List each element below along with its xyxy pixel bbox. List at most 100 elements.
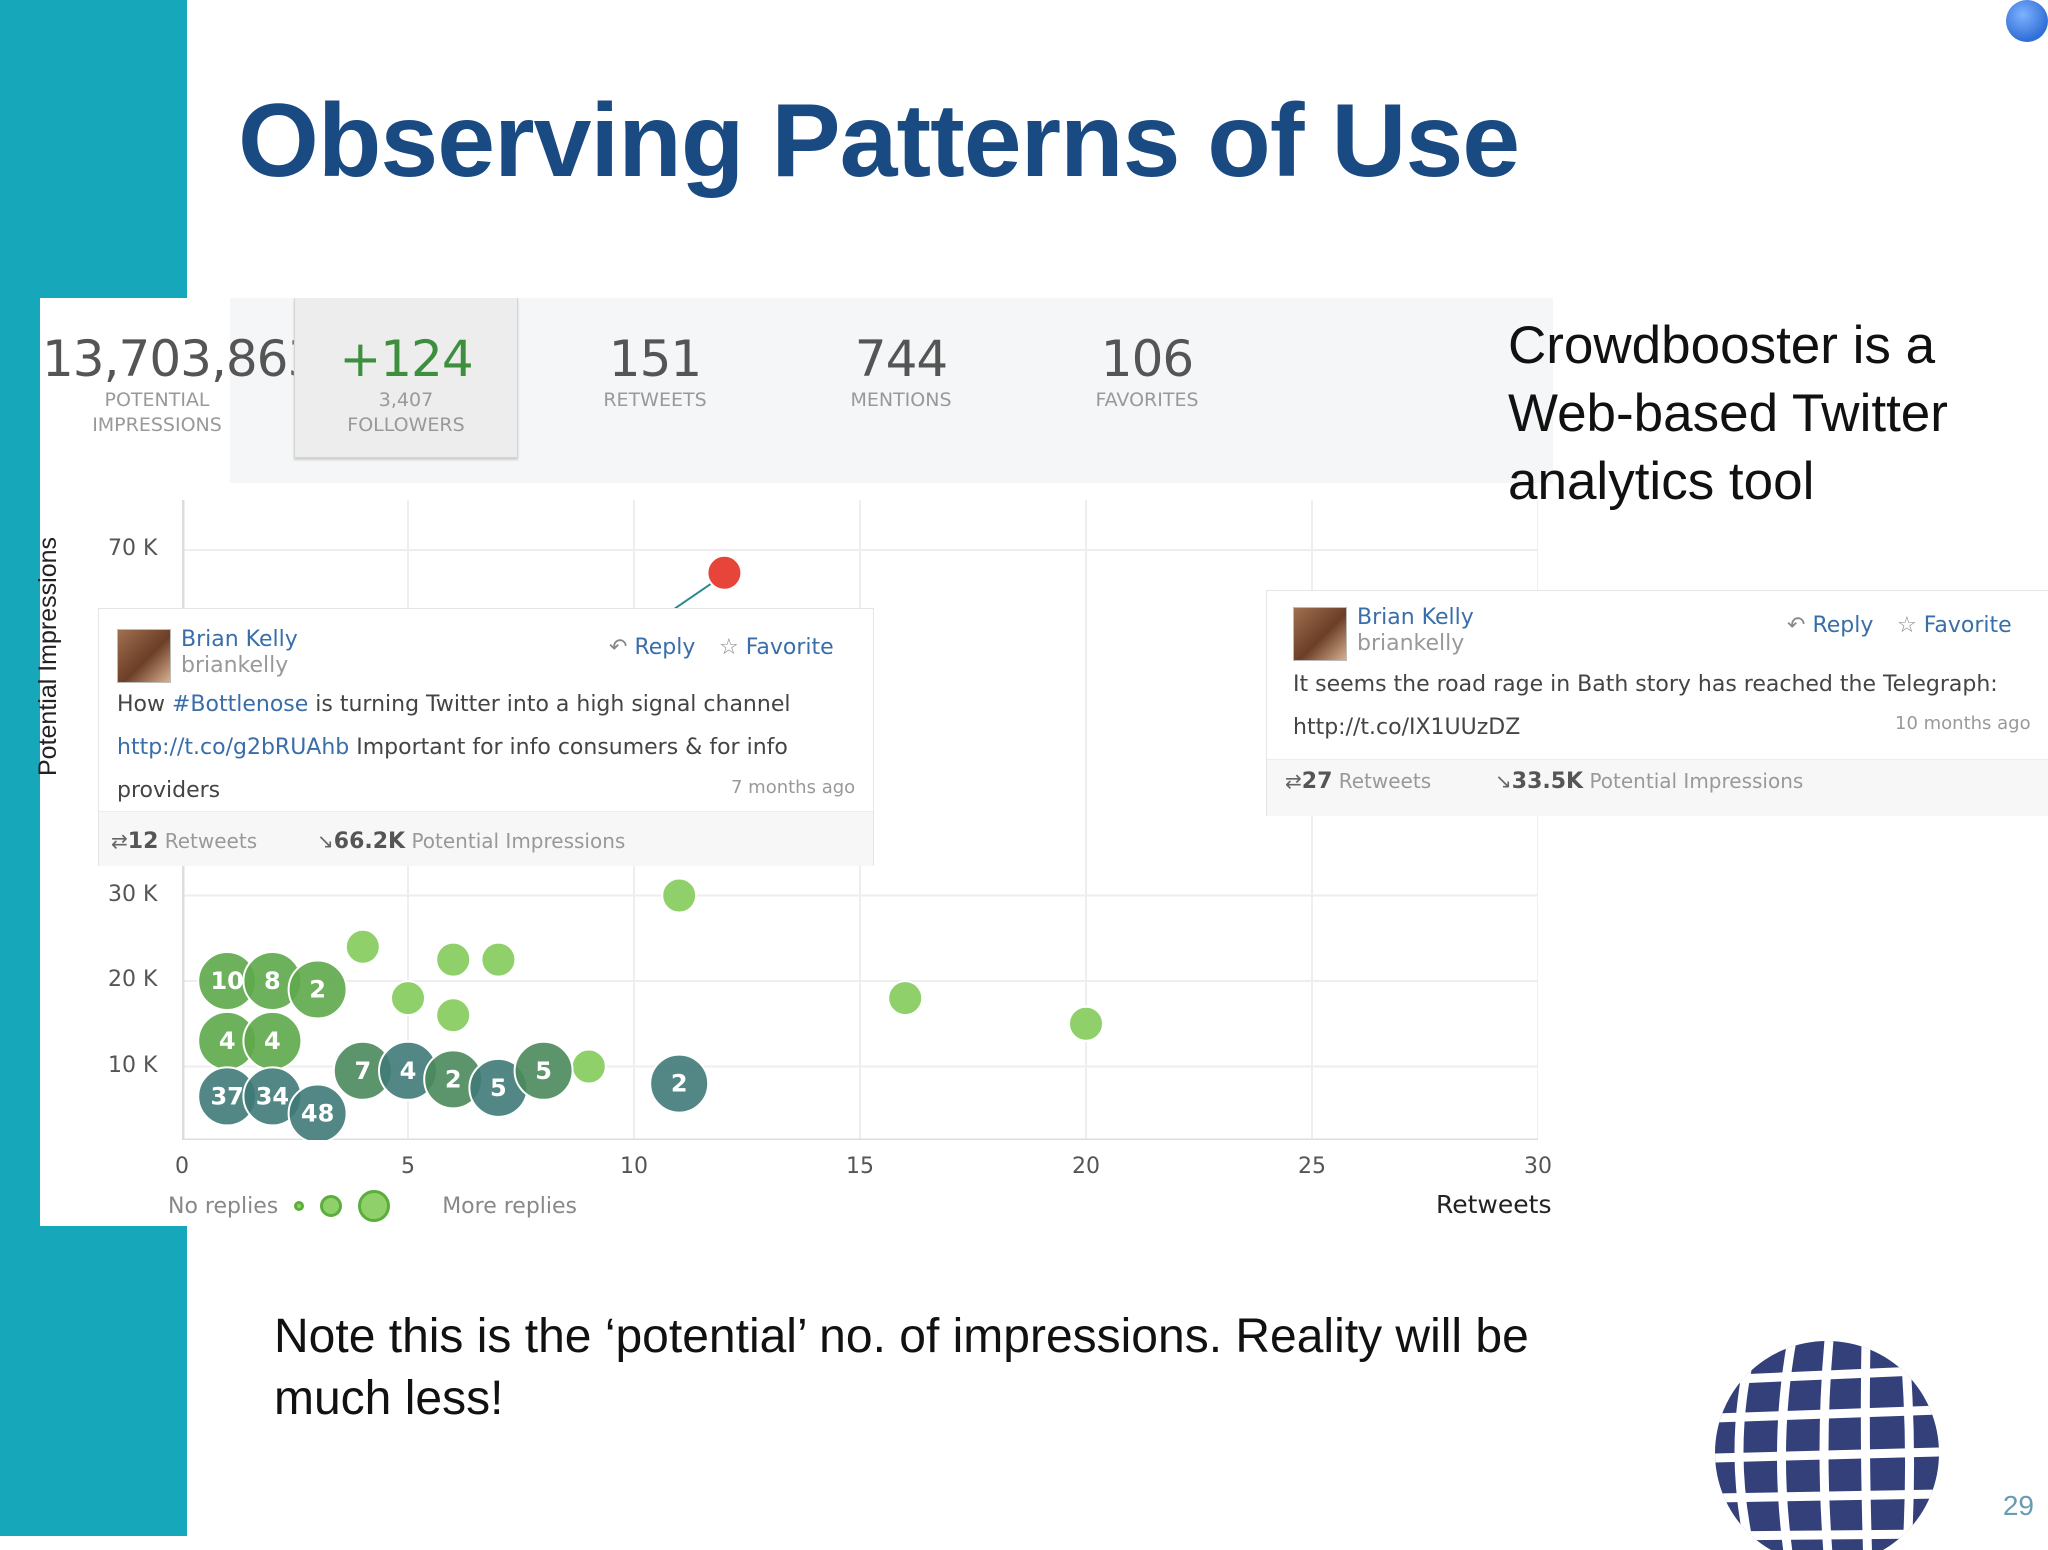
legend-more-replies-label: More replies (442, 1193, 578, 1219)
chart-bubble[interactable] (887, 980, 924, 1017)
tweet-text-segment: Important for info consumers & for info (349, 735, 788, 760)
y-tick-label: 30 K (108, 881, 158, 907)
bubble-shape (706, 554, 743, 591)
chart-bubble[interactable] (661, 877, 698, 914)
bubble-shape (570, 1048, 607, 1085)
tweet-author-name[interactable]: Brian Kelly (1357, 605, 1474, 630)
x-tick-label: 30 (1524, 1154, 1552, 1179)
bubble-count-label: 2 (309, 976, 326, 1004)
line-chart-icon: ↘ (1495, 769, 1512, 793)
chart-bubble[interactable]: 2 (287, 959, 348, 1020)
bubble-count-label: 4 (219, 1027, 236, 1055)
y-tick-label: 10 K (108, 1052, 158, 1078)
x-tick-label: 10 (620, 1154, 648, 1179)
chart-bubble[interactable]: 8 (242, 951, 303, 1011)
chart-bubble[interactable]: 4 (242, 1010, 303, 1071)
chart-bubble[interactable] (570, 1048, 607, 1085)
footnote-line: much less! (274, 1372, 504, 1425)
chart-bubble[interactable]: 5 (513, 1040, 574, 1101)
tweet-impressions-stat: ↘66.2K Potential Impressions (317, 829, 625, 854)
tweet-author-handle[interactable]: briankelly (181, 653, 289, 678)
tweet-url-link[interactable]: http://t.co/g2bRUAhb (117, 735, 350, 760)
bubble-count-label: 34 (256, 1082, 289, 1110)
stat-label-line: FAVORITES (1095, 389, 1199, 411)
x-axis-label: Retweets (1436, 1190, 1552, 1219)
chart-bubble[interactable]: 2 (649, 1053, 710, 1114)
tweet-timestamp: 7 months ago (731, 777, 856, 798)
impressions-count: 33.5K (1511, 769, 1584, 794)
tweet-timestamp: 10 months ago (1895, 713, 2031, 734)
tweet-text-segment: is turning Twitter into a high signal ch… (308, 692, 791, 717)
hashtag-link[interactable]: #Bottlenose (172, 692, 309, 717)
stat-label-line: MENTIONS (850, 389, 952, 411)
stat-label-line: FOLLOWERS (347, 414, 465, 436)
retweets-count: 27 (1301, 769, 1333, 794)
bubble-shape (344, 928, 381, 965)
chart-bubble[interactable]: 37 (197, 1066, 258, 1127)
x-tick-label: 25 (1298, 1154, 1326, 1179)
callout-line: Crowdbooster is a (1508, 316, 1936, 375)
favorite-button[interactable]: ☆ Favorite (719, 635, 834, 660)
bubble-shape (887, 980, 924, 1017)
chart-bubble[interactable] (706, 554, 743, 591)
reply-label: Reply (634, 635, 696, 660)
page-number: 29 (2002, 1490, 2034, 1521)
line-chart-icon: ↘ (317, 829, 334, 853)
bubble-count-label: 2 (671, 1070, 688, 1098)
stat-followers-tab[interactable]: +124 3,407 FOLLOWERS (294, 298, 518, 458)
y-tick-label: 20 K (108, 967, 158, 992)
stat-mentions-tab[interactable]: 744 MENTIONS (806, 330, 996, 413)
stat-label-line: IMPRESSIONS (92, 414, 222, 436)
tweet-text-segment: It seems the road rage in Bath story has… (1293, 672, 1998, 697)
reply-button[interactable]: ↶ Reply (609, 635, 695, 660)
chart-bubble[interactable]: 10 (197, 951, 258, 1011)
stat-favorites-tab[interactable]: 106 FAVORITES (1052, 330, 1242, 413)
bubble-count-label: 7 (354, 1057, 371, 1085)
tweet-text: It seems the road rage in Bath story has… (1293, 663, 2033, 749)
popup-connector (673, 581, 713, 610)
tweet-text-segment: How (117, 692, 172, 717)
legend-size-bubble-icon (358, 1190, 391, 1222)
corner-bullet-icon (2006, 0, 2048, 42)
tweet-popup-right[interactable]: Brian Kelly briankelly ↶ Reply ☆ Favorit… (1266, 590, 2048, 816)
retweet-icon: ⇄ (111, 829, 128, 853)
reply-button[interactable]: ↶ Reply (1787, 613, 1873, 638)
tweet-stats-footer (1267, 759, 2048, 816)
chart-bubble[interactable] (344, 928, 381, 965)
chart-bubble[interactable] (1068, 1005, 1104, 1042)
tweet-popup-left[interactable]: Brian Kelly briankelly ↶ Reply ☆ Favorit… (98, 608, 874, 866)
avatar (1293, 607, 1347, 661)
chart-bubble[interactable] (435, 941, 472, 978)
tweet-url-link[interactable]: http://t.co/IX1UUzDZ (1293, 715, 1521, 740)
tweet-retweets-stat: ⇄12 Retweets (111, 829, 257, 854)
bubble-shape (390, 980, 426, 1017)
star-icon: ☆ (719, 635, 739, 660)
tweet-author-name[interactable]: Brian Kelly (181, 627, 298, 652)
chart-bubble[interactable]: 48 (287, 1083, 348, 1140)
chart-bubble[interactable] (480, 941, 517, 978)
stat-value: 744 (854, 330, 948, 388)
legend-size-bubble-icon (294, 1201, 305, 1211)
star-icon: ☆ (1897, 613, 1917, 638)
avatar (117, 629, 171, 683)
bubble-count-label: 10 (210, 967, 243, 995)
chart-bubble[interactable]: 5 (468, 1057, 529, 1118)
bubble-shape (661, 877, 698, 914)
bubble-count-label: 5 (490, 1074, 507, 1102)
footnote: Note this is the ‘potential’ no. of impr… (274, 1306, 1529, 1430)
chart-bubble[interactable] (435, 997, 472, 1034)
callout-line: Web-based Twitter (1508, 384, 1948, 443)
bubble-count-label: 8 (264, 967, 281, 995)
globe-logo-icon (1715, 1341, 1939, 1550)
stat-retweets-tab[interactable]: 151 RETWEETS (560, 330, 750, 413)
chart-bubble[interactable]: 4 (378, 1040, 438, 1101)
reply-label: Reply (1812, 613, 1874, 638)
favorite-button[interactable]: ☆ Favorite (1897, 613, 2012, 638)
chart-bubble[interactable]: 34 (242, 1066, 303, 1127)
tweet-author-handle[interactable]: briankelly (1357, 631, 1465, 656)
retweet-icon: ⇄ (1285, 769, 1302, 793)
size-legend: No replies More replies (168, 1188, 577, 1224)
chart-bubble[interactable] (390, 980, 426, 1017)
stat-label-line: RETWEETS (603, 389, 707, 411)
bubble-count-label: 4 (400, 1057, 417, 1085)
